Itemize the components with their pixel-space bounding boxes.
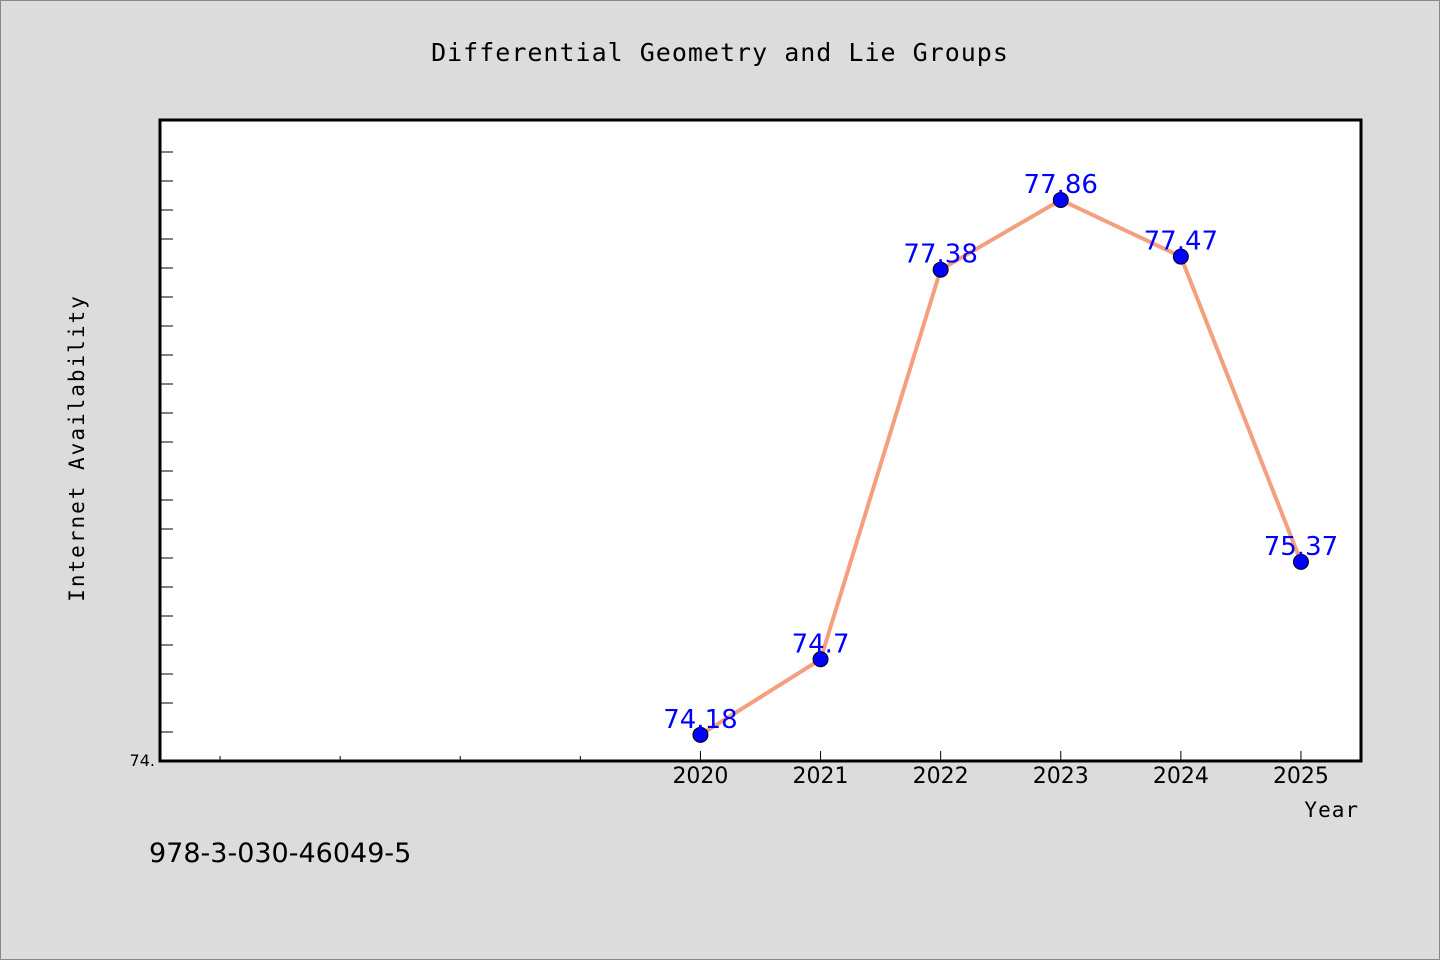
series-line (699, 197, 1303, 737)
data-point-marker (1052, 191, 1069, 208)
plot-area (160, 120, 1361, 761)
plot-frame (158, 118, 1363, 763)
data-point-marker (932, 261, 949, 278)
data-point-marker (692, 726, 709, 743)
x-axis-ticks (219, 751, 1302, 761)
x-tick-label: 2024 (1153, 764, 1209, 789)
data-point-marker (812, 651, 829, 668)
data-point-label: 74.18 (663, 705, 737, 735)
x-tick-label: 2022 (913, 764, 969, 789)
x-tick-label: 2025 (1273, 764, 1329, 789)
x-tick-label: 2020 (672, 764, 728, 789)
x-axis-tick-labels: 2020 2021 2022 2023 2024 2025 (672, 764, 1328, 789)
data-point-marker (1172, 248, 1189, 265)
series-markers (692, 191, 1309, 743)
data-point-label: 74.7 (792, 629, 850, 659)
data-point-marker (1292, 553, 1309, 570)
data-point-label: 77.47 (1144, 227, 1218, 257)
x-tick-label: 2023 (1033, 764, 1089, 789)
y-tick-label: 74. (130, 751, 155, 770)
x-axis-label: Year (1304, 798, 1359, 822)
data-point-label: 75.37 (1264, 532, 1338, 562)
data-point-label: 77.38 (903, 240, 977, 270)
data-labels: 74.18 74.7 77.38 77.86 77.47 75.37 (663, 170, 1338, 735)
y-axis-minor-ticks (160, 151, 173, 733)
y-axis-label: Internet Availability (65, 294, 89, 602)
x-tick-label: 2021 (793, 764, 849, 789)
chart-title: Differential Geometry and Lie Groups (431, 38, 1009, 67)
footer-identifier: 978-3-030-46049-5 (149, 838, 411, 869)
data-point-label: 77.86 (1024, 170, 1098, 200)
